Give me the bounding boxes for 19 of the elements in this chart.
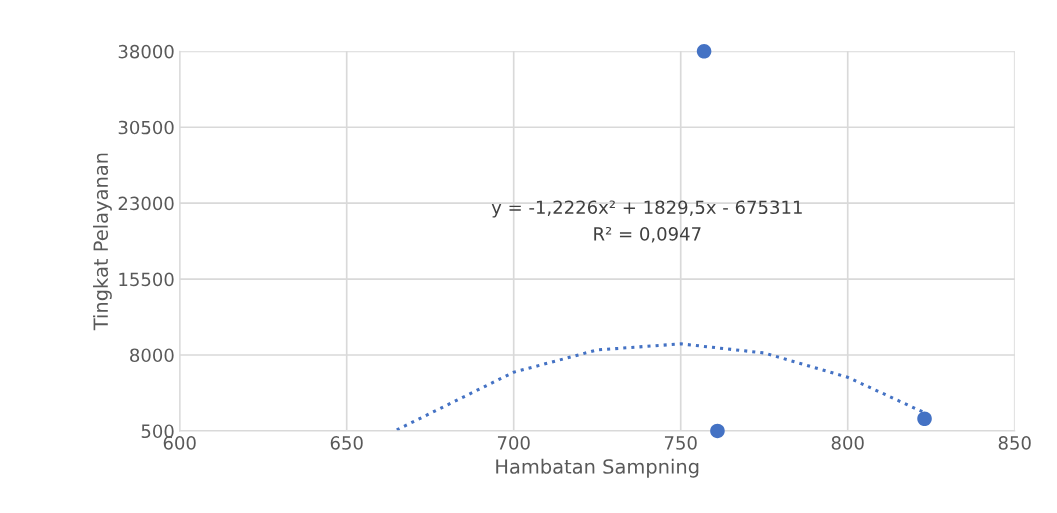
y-tick-label: 23000 [118,196,174,211]
point [696,44,712,59]
y-tick-label: 30500 [118,120,174,135]
x-tick-label: 700 [497,436,530,450]
x-axis-title: Hambatan Sampning [496,458,699,478]
y-tick-label: 38000 [118,44,174,59]
x-tick-label: 650 [330,436,363,450]
x-tick-label: 600 [163,436,196,450]
y-axis-title: Tingkat Pelayanan [93,153,112,331]
x-tick-label: 800 [831,436,864,450]
point [710,423,725,439]
x-tick-label: 750 [664,436,697,450]
annotation: y = -1,2226x² + 1829,5x - 675311 [491,200,802,218]
y-tick-label: 8000 [130,348,174,363]
y-tick-label: 15500 [119,272,174,287]
point [917,411,932,427]
y-tick-label: 500 [141,424,174,439]
annotation: R² = 0,0947 [594,227,701,243]
x-tick-label: 850 [998,436,1031,450]
